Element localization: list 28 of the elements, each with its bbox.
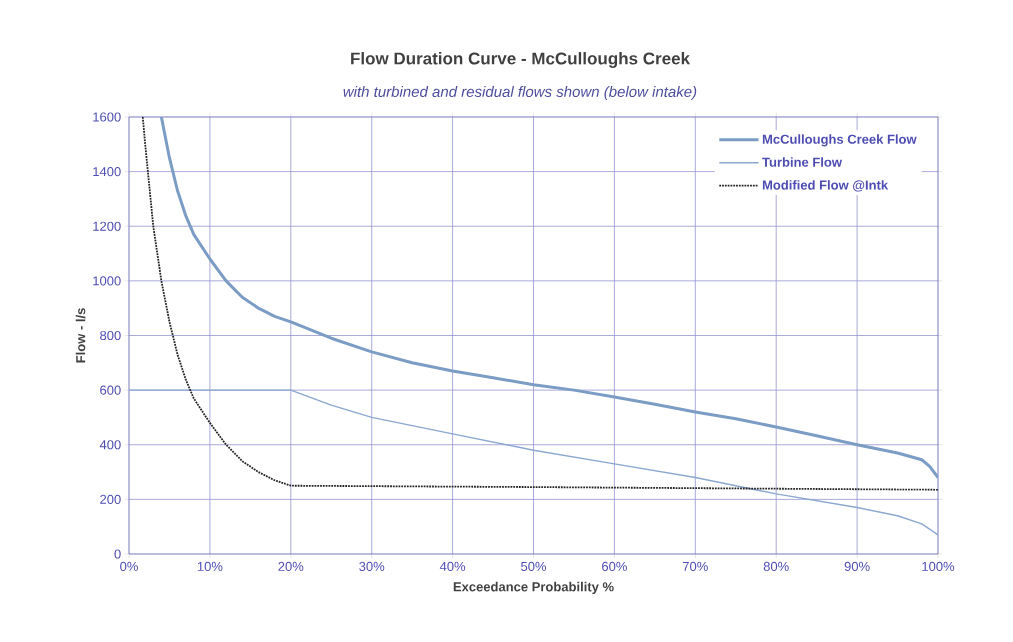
y-tick-label: 400 <box>99 440 121 450</box>
x-tick-label: 30% <box>359 561 385 571</box>
legend-label: McCulloughs Creek Flow <box>762 134 917 147</box>
y-tick-label: 0 <box>114 549 121 559</box>
x-tick-label: 50% <box>521 561 547 571</box>
y-tick-label: 1000 <box>93 276 121 286</box>
x-tick-label: 0% <box>120 561 138 571</box>
y-tick-label: 800 <box>100 330 121 341</box>
x-tick-label: 40% <box>439 561 466 571</box>
y-tick-label: 200 <box>100 494 121 504</box>
x-tick-label: 70% <box>682 561 708 571</box>
y-tick-label: 1600 <box>93 112 121 122</box>
x-tick-label: 20% <box>278 561 304 571</box>
x-axis-title: Exceedance Probability % <box>453 581 614 594</box>
legend-label: Turbine Flow <box>762 157 842 167</box>
y-tick-label: 600 <box>100 385 121 395</box>
x-tick-label: 80% <box>763 561 789 571</box>
x-tick-label: 10% <box>197 561 223 571</box>
x-tick-label: 60% <box>602 561 627 571</box>
x-tick-label: 100% <box>922 561 955 571</box>
line-series <box>129 389 938 536</box>
y-tick-label: 1400 <box>93 167 121 177</box>
y-axis-title: Flow - l/s <box>75 308 86 363</box>
legend-label: Modified Flow @Intk <box>762 180 889 192</box>
y-tick-label: 1200 <box>93 221 121 231</box>
chart-title: Flow Duration Curve - McCulloughs Creek <box>351 52 691 68</box>
x-tick-label: 90% <box>844 561 870 571</box>
chart-subtitle: with turbined and residual flows shown (below intake) <box>343 86 697 100</box>
